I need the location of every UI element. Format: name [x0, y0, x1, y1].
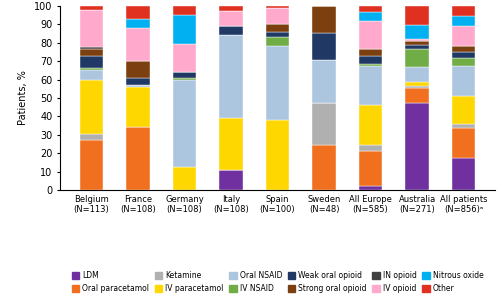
Bar	[266, 32, 289, 37]
Bar	[452, 52, 475, 58]
Bar	[359, 151, 382, 186]
Bar	[312, 6, 336, 33]
Bar	[126, 28, 150, 61]
Bar	[406, 41, 428, 45]
Bar	[126, 87, 150, 127]
Bar	[312, 145, 336, 190]
Bar	[406, 49, 428, 67]
Bar	[126, 61, 150, 78]
Bar	[452, 46, 475, 52]
Bar	[126, 85, 150, 87]
Bar	[359, 49, 382, 56]
Bar	[406, 88, 428, 103]
Bar	[359, 66, 382, 105]
Bar	[173, 78, 196, 80]
Bar	[220, 6, 242, 12]
Bar	[312, 33, 336, 60]
Bar	[452, 6, 475, 16]
Bar	[359, 105, 382, 146]
Bar	[173, 6, 196, 15]
Bar	[359, 6, 382, 12]
Bar	[359, 186, 382, 190]
Bar	[266, 37, 289, 46]
Bar	[173, 15, 196, 44]
Bar	[266, 8, 289, 24]
Bar	[359, 56, 382, 64]
Bar	[220, 35, 242, 118]
Bar	[452, 158, 475, 190]
Bar	[452, 58, 475, 66]
Bar	[220, 118, 242, 170]
Bar	[80, 10, 103, 47]
Bar	[359, 21, 382, 49]
Bar	[406, 103, 428, 190]
Bar	[220, 12, 242, 26]
Bar	[312, 102, 336, 145]
Bar	[452, 26, 475, 46]
Bar	[126, 6, 150, 19]
Bar	[406, 25, 428, 40]
Y-axis label: Patients, %: Patients, %	[18, 71, 28, 125]
Bar	[359, 12, 382, 21]
Bar	[80, 140, 103, 190]
Bar	[80, 134, 103, 140]
Bar	[406, 45, 428, 49]
Bar	[312, 60, 336, 102]
Bar	[80, 47, 103, 49]
Bar	[80, 49, 103, 56]
Bar	[452, 128, 475, 158]
Bar	[266, 24, 289, 32]
Bar	[452, 96, 475, 124]
Bar	[126, 127, 150, 190]
Bar	[452, 124, 475, 128]
Bar	[406, 82, 428, 86]
Bar	[406, 6, 428, 25]
Bar	[173, 167, 196, 190]
Bar	[173, 44, 196, 72]
Bar	[266, 6, 289, 8]
Bar	[406, 67, 428, 82]
Bar	[220, 170, 242, 190]
Bar	[220, 26, 242, 35]
Bar	[80, 56, 103, 68]
Bar	[266, 46, 289, 120]
Bar	[80, 80, 103, 134]
Bar	[80, 70, 103, 80]
Bar	[359, 64, 382, 66]
Bar	[406, 40, 428, 41]
Bar	[452, 66, 475, 96]
Bar	[452, 16, 475, 26]
Bar	[173, 80, 196, 167]
Bar	[126, 19, 150, 28]
Bar	[406, 86, 428, 88]
Bar	[126, 78, 150, 85]
Bar	[359, 146, 382, 151]
Bar	[80, 68, 103, 70]
Bar	[80, 6, 103, 10]
Legend: LDM, Oral paracetamol, Ketamine, IV paracetamol, Oral NSAID, IV NSAID, Weak oral: LDM, Oral paracetamol, Ketamine, IV para…	[72, 271, 484, 293]
Bar	[266, 120, 289, 190]
Bar	[173, 72, 196, 78]
